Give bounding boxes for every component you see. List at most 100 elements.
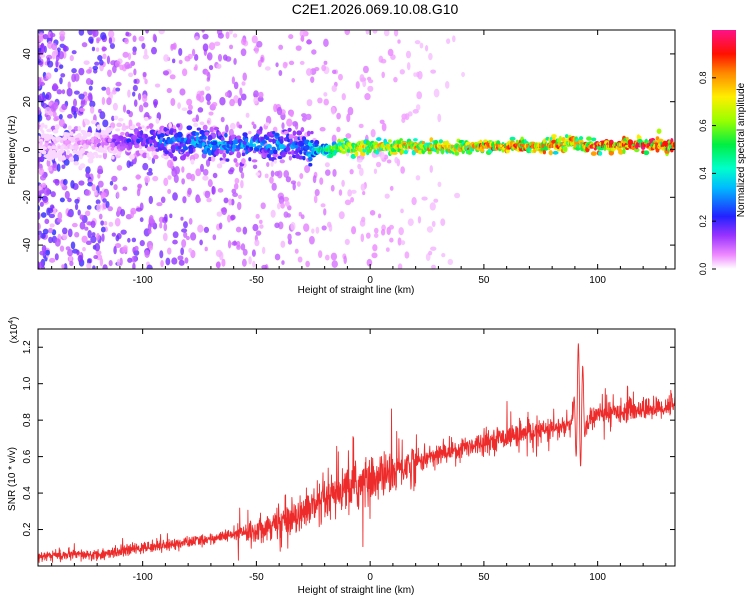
- heatmap-noise-cell: [347, 189, 353, 197]
- heatmap-noise-cell: [251, 249, 256, 257]
- heatmap-noise-cell: [343, 255, 347, 265]
- heatmap-noise-cell: [300, 34, 305, 43]
- heatmap-noise-cell: [84, 189, 91, 196]
- heatmap-ridge-cell: [109, 127, 113, 132]
- heatmap-noise-cell: [106, 55, 111, 65]
- heatmap-noise-cell: [52, 83, 58, 91]
- heatmap-ridge-cell: [300, 127, 305, 133]
- heatmap-noise-cell: [165, 257, 171, 266]
- heatmap-noise-cell: [181, 68, 188, 77]
- heatmap-ridge-cell: [314, 143, 319, 147]
- heatmap-noise-cell: [94, 61, 100, 66]
- heatmap-ridge-cell: [79, 152, 83, 158]
- heatmap-ridge-cell: [62, 136, 68, 141]
- heatmap-noise-cell: [278, 70, 283, 77]
- heatmap-noise-cell: [202, 33, 209, 40]
- heatmap-noise-cell: [413, 72, 417, 77]
- heatmap-noise-cell: [344, 30, 351, 36]
- heatmap-noise-cell: [142, 162, 149, 171]
- heatmap-noise-cell: [359, 167, 364, 177]
- heatmap-noise-cell: [46, 159, 51, 167]
- heatmap-noise-cell: [133, 99, 138, 107]
- heatmap-noise-cell: [419, 42, 424, 49]
- snr-y-label: SNR (10 * v/v): [7, 447, 18, 511]
- spectrogram-y-tick-label: -20: [22, 190, 33, 205]
- heatmap-ridge-cell: [117, 117, 124, 122]
- heatmap-ridge-cell: [93, 135, 98, 141]
- heatmap-noise-cell: [55, 59, 59, 68]
- heatmap-noise-cell: [120, 229, 127, 235]
- heatmap-noise-cell: [242, 248, 248, 256]
- heatmap-noise-cell: [54, 115, 60, 121]
- heatmap-noise-cell: [111, 115, 115, 122]
- heatmap-noise-cell: [38, 106, 42, 116]
- heatmap-noise-cell: [56, 163, 61, 172]
- heatmap-noise-cell: [429, 202, 436, 211]
- heatmap-noise-cell: [372, 244, 378, 252]
- heatmap-noise-cell: [218, 222, 223, 230]
- heatmap-noise-cell: [97, 173, 101, 179]
- heatmap-ridge-cell: [38, 152, 42, 158]
- heatmap-ridge-core: [655, 142, 657, 147]
- heatmap-noise-cell: [245, 112, 250, 118]
- heatmap-noise-cell: [132, 84, 138, 92]
- heatmap-noise-cell: [306, 68, 313, 76]
- heatmap-noise-cell: [166, 247, 172, 255]
- heatmap-noise-cell: [320, 203, 326, 208]
- heatmap-ridge-cell: [95, 146, 99, 152]
- heatmap-noise-cell: [152, 33, 157, 42]
- heatmap-ridge-cell: [292, 130, 297, 136]
- heatmap-noise-cell: [304, 164, 311, 174]
- heatmap-ridge-cell: [480, 148, 485, 153]
- heatmap-noise-cell: [85, 172, 90, 179]
- heatmap-noise-cell: [362, 65, 369, 74]
- heatmap-ridge-cell: [169, 153, 174, 159]
- heatmap-ridge-cell: [69, 131, 74, 136]
- heatmap-noise-cell: [295, 231, 301, 236]
- heatmap-noise-cell: [81, 42, 88, 48]
- heatmap-noise-cell: [199, 91, 205, 96]
- heatmap-noise-cell: [227, 169, 234, 175]
- heatmap-noise-cell: [183, 221, 188, 229]
- heatmap-noise-cell: [178, 47, 183, 56]
- heatmap-noise-cell: [324, 254, 330, 261]
- heatmap-noise-cell: [240, 243, 246, 251]
- heatmap-ridge-core: [346, 145, 348, 150]
- heatmap-ridge-cell: [137, 126, 143, 130]
- heatmap-noise-cell: [67, 81, 71, 89]
- heatmap-ridge-cell: [68, 156, 75, 163]
- heatmap-ridge-cell: [190, 159, 195, 165]
- heatmap-noise-cell: [84, 226, 89, 231]
- heatmap-noise-cell: [95, 250, 102, 256]
- heatmap-noise-cell: [45, 249, 51, 256]
- heatmap-ridge-cell: [133, 136, 138, 141]
- heatmap-noise-cell: [444, 80, 450, 89]
- heatmap-ridge-cell: [67, 125, 72, 131]
- heatmap-noise-cell: [270, 170, 275, 178]
- heatmap-ridge-cell: [245, 137, 249, 143]
- heatmap-noise-cell: [132, 91, 136, 97]
- heatmap-noise-cell: [99, 111, 106, 120]
- heatmap-ridge-cell: [184, 146, 189, 151]
- heatmap-noise-cell: [367, 79, 374, 84]
- heatmap-noise-cell: [42, 103, 48, 109]
- heatmap-noise-cell: [92, 65, 99, 71]
- heatmap-ridge-cell: [41, 130, 45, 134]
- snr-series-line: [38, 343, 675, 563]
- heatmap-noise-cell: [39, 53, 46, 58]
- heatmap-noise-cell: [77, 209, 81, 216]
- heatmap-noise-cell: [122, 104, 127, 113]
- heatmap-ridge-cell: [287, 151, 292, 155]
- heatmap-ridge-cell: [310, 130, 314, 135]
- heatmap-noise-cell: [208, 42, 216, 51]
- heatmap-ridge-cell: [287, 127, 292, 132]
- heatmap-noise-cell: [144, 175, 151, 184]
- heatmap-noise-cell: [93, 255, 99, 260]
- heatmap-ridge-core: [344, 145, 347, 150]
- heatmap-noise-cell: [182, 196, 187, 204]
- heatmap-noise-cell: [274, 222, 280, 229]
- heatmap-ridge-core: [403, 144, 406, 149]
- heatmap-noise-cell: [266, 162, 270, 168]
- heatmap-ridge-cell: [207, 149, 213, 156]
- figure-title: C2E1.2026.069.10.08.G10: [291, 1, 459, 17]
